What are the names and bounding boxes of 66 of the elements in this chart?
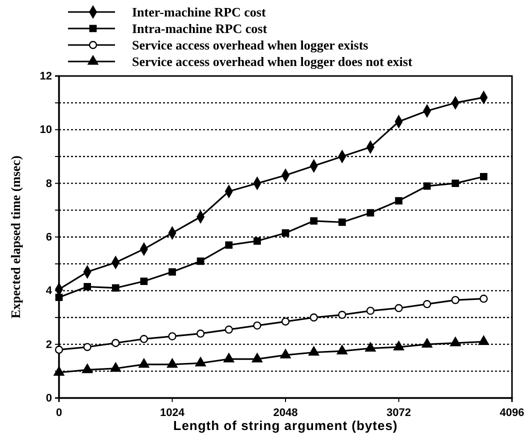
point (280, 349, 291, 358)
point (112, 284, 120, 292)
point (336, 345, 348, 354)
x-tick-label: 3072 (386, 407, 411, 419)
y-tick-label: 4 (46, 285, 53, 298)
point (54, 346, 64, 354)
point (365, 342, 376, 352)
x-tick-label: 4096 (500, 407, 524, 419)
y-tick-label: 12 (40, 70, 52, 83)
y-tick-label: 10 (40, 124, 52, 136)
point (196, 330, 205, 338)
point (252, 353, 262, 362)
legend-label: Service access overhead when logger does not exist (132, 54, 413, 69)
y-tick-label: 0 (46, 392, 52, 405)
point (55, 294, 63, 302)
point (195, 357, 206, 366)
y-tick-label: 8 (46, 178, 52, 190)
y-tick-label: 6 (46, 232, 52, 244)
point (422, 300, 432, 308)
point (450, 336, 461, 346)
legend-label: Inter-machine RPC cost (132, 4, 266, 20)
point (84, 282, 91, 290)
point (423, 182, 431, 190)
point (140, 278, 148, 285)
y-axis-title: Expected elapsed time (msec) (8, 156, 23, 318)
point (224, 353, 234, 362)
point (394, 304, 403, 312)
point (338, 310, 346, 319)
x-tick-label: 0 (56, 407, 62, 419)
point (166, 358, 178, 368)
point (138, 358, 150, 368)
point (395, 197, 402, 204)
point (82, 364, 93, 374)
point (168, 332, 176, 340)
x-axis-title: Length of string argument (bytes) (173, 418, 398, 433)
x-tick-label: 1024 (160, 407, 186, 419)
point (224, 326, 233, 334)
x-tick-label: 2048 (273, 407, 298, 419)
legend-label: Intra-machine RPC cost (132, 21, 268, 36)
point (480, 172, 488, 180)
point (452, 180, 460, 188)
point (366, 306, 375, 315)
point (196, 257, 204, 265)
point (478, 336, 489, 345)
point (338, 218, 346, 226)
point (282, 229, 290, 237)
y-tick-label: 2 (46, 338, 52, 351)
point (393, 341, 404, 350)
point (281, 317, 290, 326)
point (168, 268, 176, 276)
point (110, 362, 121, 372)
point (253, 321, 262, 330)
point (54, 366, 64, 376)
point (480, 294, 488, 303)
point (225, 241, 233, 249)
point (366, 209, 374, 217)
point (83, 342, 92, 352)
point (451, 296, 460, 304)
point (140, 334, 148, 344)
point (422, 338, 432, 348)
point (310, 313, 318, 322)
point (310, 217, 318, 225)
point (112, 338, 120, 348)
point (308, 346, 320, 356)
point (254, 237, 261, 245)
legend-label: Service access overhead when logger exists (132, 38, 368, 52)
